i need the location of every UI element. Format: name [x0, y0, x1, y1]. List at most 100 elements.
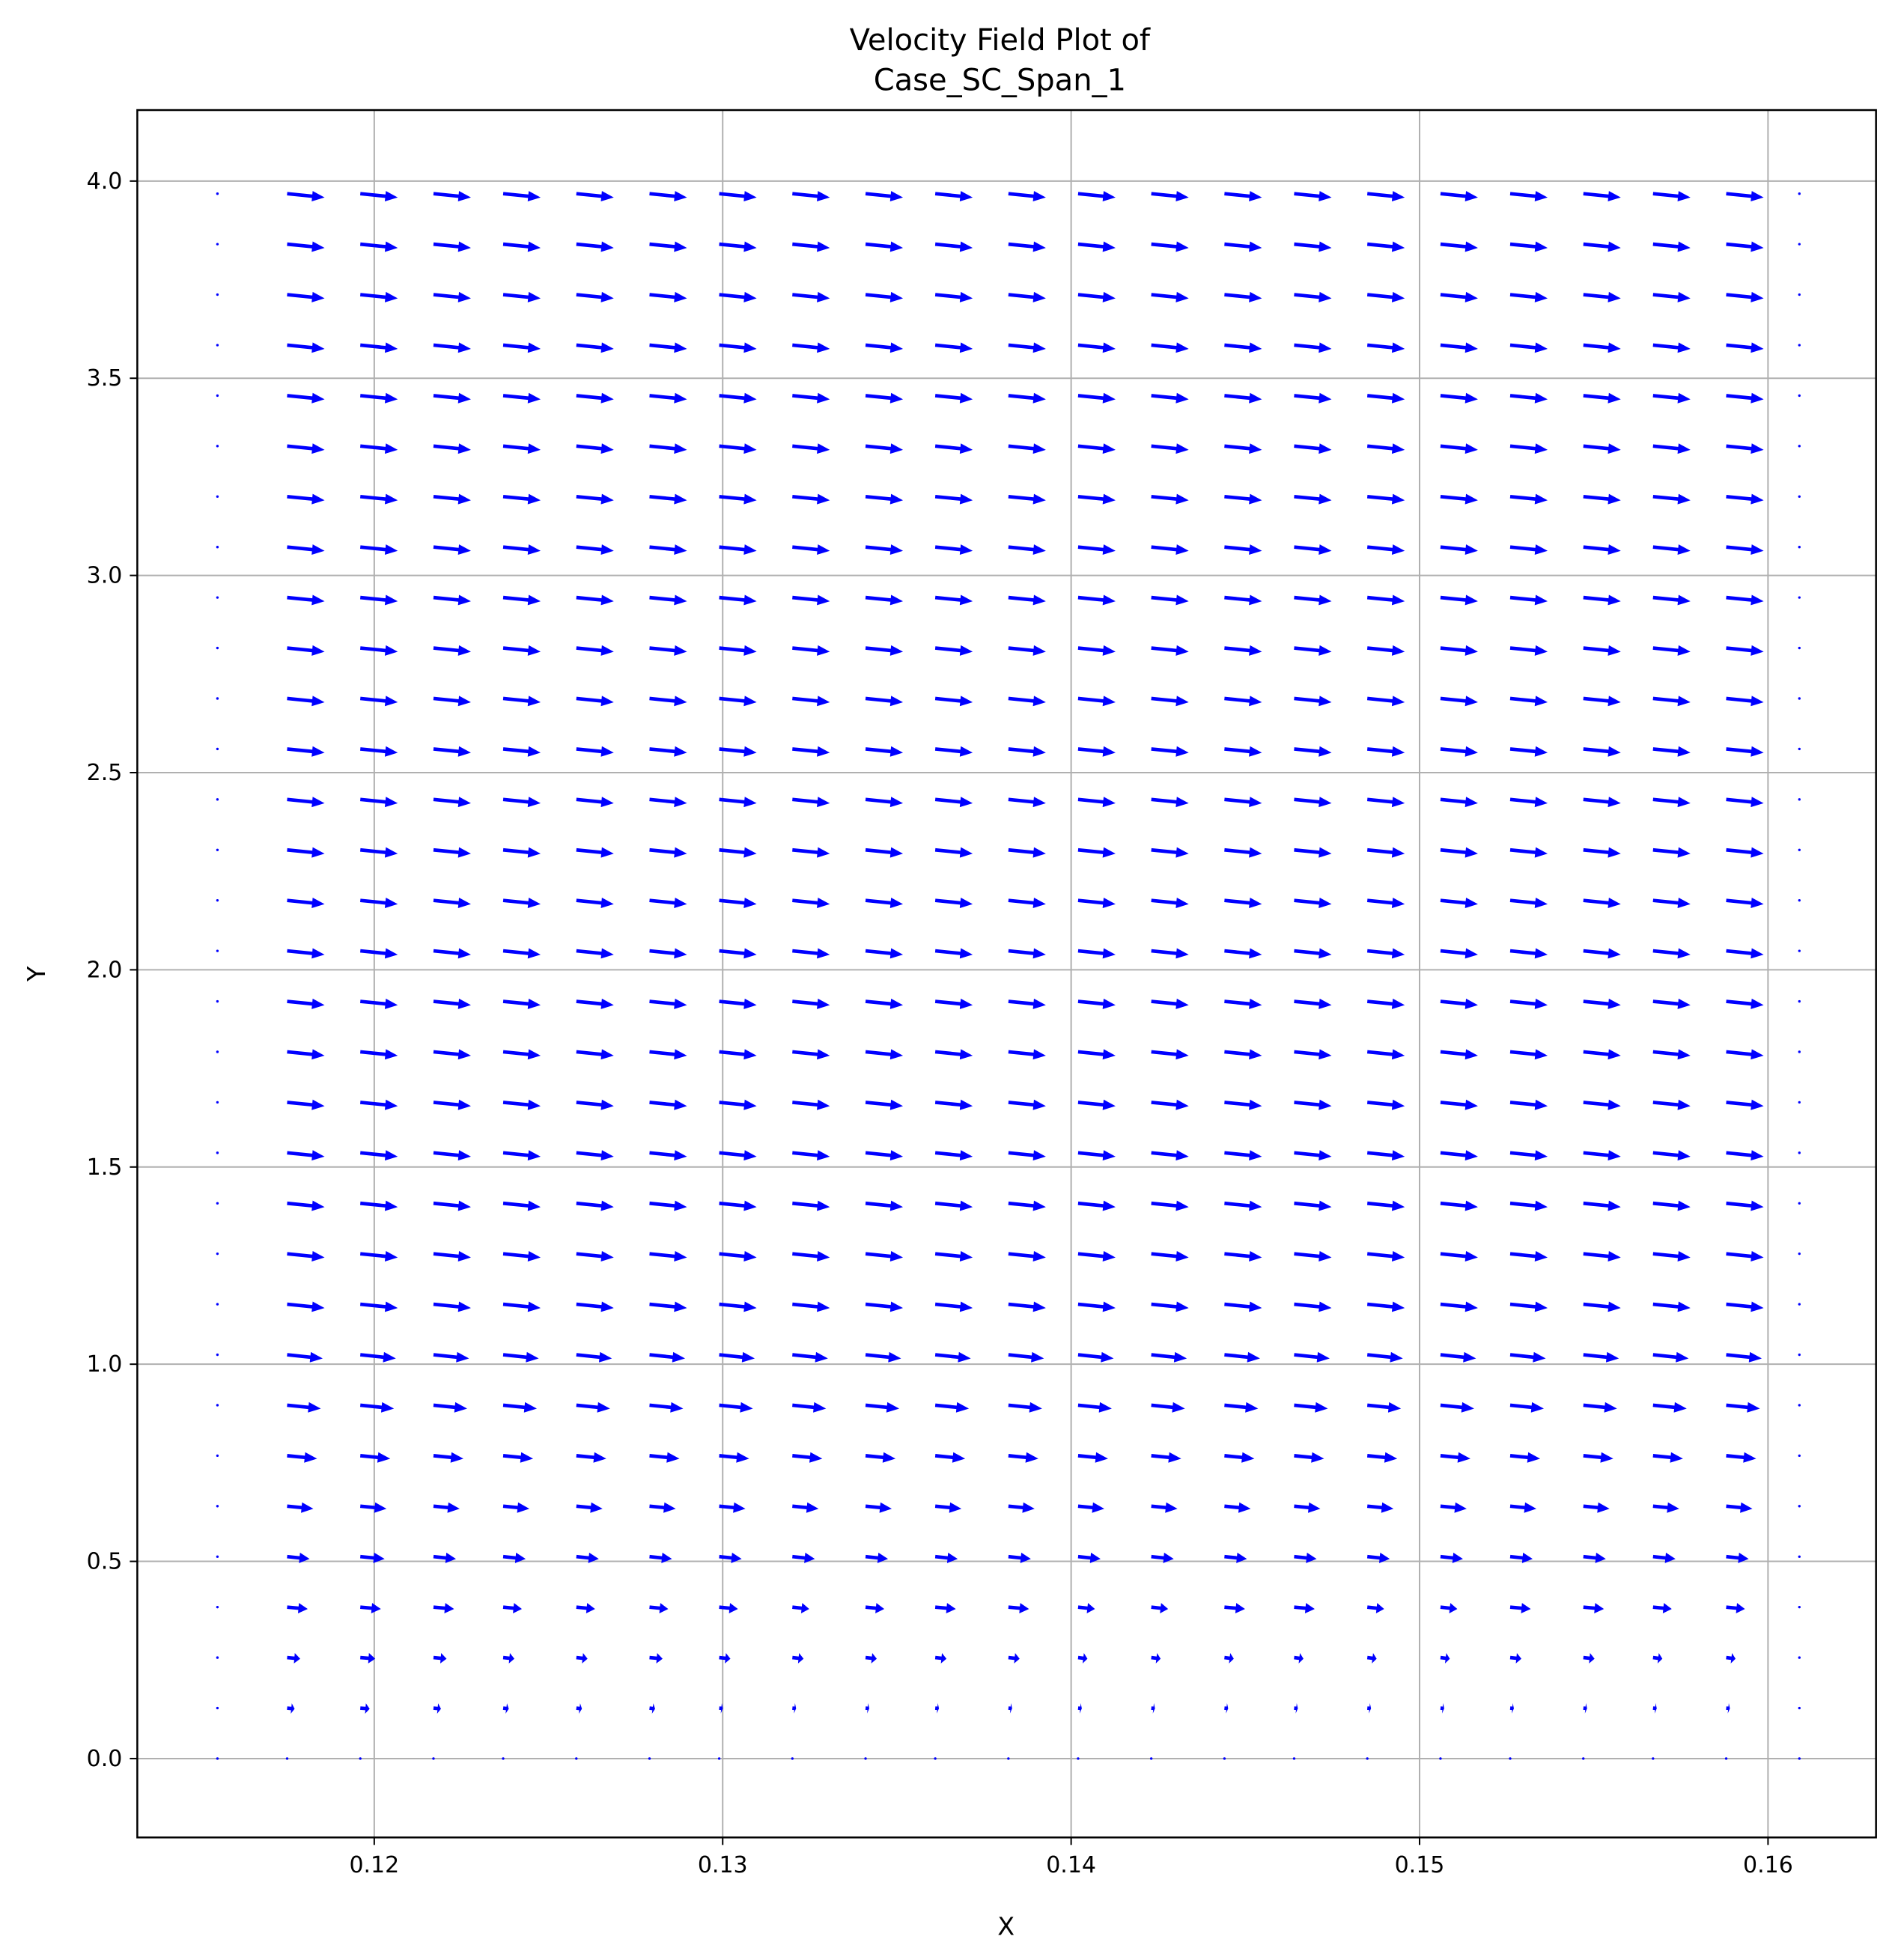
arrow [1077, 696, 1116, 707]
arrow [287, 1301, 325, 1312]
arrow [1077, 191, 1116, 202]
arrow [1798, 293, 1801, 296]
arrow [649, 493, 687, 505]
arrow [360, 1552, 385, 1563]
arrow [1798, 1303, 1801, 1306]
arrow [865, 1301, 904, 1312]
arrow [1509, 1702, 1515, 1714]
arrow [1440, 696, 1478, 707]
arrow [1366, 191, 1405, 202]
arrow [934, 291, 973, 302]
arrow [1151, 1200, 1189, 1211]
arrow [1366, 645, 1405, 656]
arrow [433, 1603, 454, 1614]
arrow [1008, 1150, 1046, 1161]
arrow [1798, 445, 1801, 448]
arrow [649, 1351, 686, 1363]
arrow [1583, 1301, 1621, 1312]
arrow [1509, 1251, 1548, 1261]
arrow [360, 1652, 376, 1664]
arrow [1583, 847, 1621, 858]
arrow [719, 797, 757, 808]
arrow [433, 1251, 471, 1261]
arrow [792, 594, 830, 606]
arrow [359, 443, 398, 454]
arrow [719, 392, 757, 404]
arrow [1509, 1502, 1537, 1513]
arrow [576, 191, 614, 202]
arrow [719, 1603, 738, 1614]
arrow [1224, 443, 1262, 454]
arrow [1151, 1652, 1161, 1664]
arrow [1798, 1505, 1801, 1508]
arrow [576, 1502, 603, 1513]
arrow [1366, 797, 1405, 808]
arrow [576, 998, 614, 1009]
arrow [934, 847, 973, 858]
arrow [216, 747, 219, 751]
arrow [576, 696, 614, 707]
arrow [1151, 191, 1189, 202]
arrow [934, 645, 973, 656]
y-tick-label: 3.5 [87, 365, 123, 392]
arrow [216, 999, 219, 1003]
arrow [1652, 1351, 1689, 1363]
arrow [1509, 1099, 1548, 1110]
arrow [934, 1200, 973, 1211]
arrow [1366, 998, 1405, 1009]
arrow [1583, 1099, 1621, 1110]
arrow [1440, 1652, 1450, 1664]
arrow [359, 746, 398, 757]
arrow [576, 392, 614, 404]
arrow [433, 1200, 471, 1211]
arrow [216, 848, 219, 851]
arrow [1652, 291, 1691, 302]
arrow [1583, 696, 1621, 707]
arrow [1509, 493, 1548, 505]
arrow [934, 1401, 970, 1413]
arrow [1077, 493, 1116, 505]
arrow [1077, 1401, 1112, 1413]
arrow [934, 1757, 937, 1760]
arrow [1294, 392, 1332, 404]
arrow [576, 797, 614, 808]
arrow [649, 1703, 656, 1714]
arrow [1509, 1552, 1533, 1563]
arrow [1440, 998, 1478, 1009]
arrow [1509, 1401, 1545, 1413]
y-tick-label: 3.0 [87, 563, 123, 589]
arrow [433, 797, 471, 808]
arrow [216, 1050, 219, 1053]
arrow [433, 948, 471, 959]
arrow [1509, 847, 1548, 858]
arrow [865, 493, 904, 505]
arrow [1294, 1251, 1332, 1261]
arrow [1151, 1351, 1187, 1363]
arrow [433, 241, 471, 252]
arrow [1726, 645, 1764, 656]
arrow [287, 392, 325, 404]
arrow [934, 443, 973, 454]
arrow [865, 1603, 885, 1614]
arrow [1726, 847, 1764, 858]
arrow [1224, 544, 1262, 556]
arrow [719, 1150, 757, 1161]
arrow [1077, 1603, 1095, 1613]
arrow [1583, 241, 1621, 252]
arrow [1726, 443, 1764, 454]
arrow [1008, 797, 1046, 808]
arrow [433, 342, 471, 353]
arrow [502, 594, 541, 606]
arrow [1440, 645, 1478, 656]
arrow [1077, 797, 1116, 808]
arrow [649, 1099, 687, 1110]
arrow [1583, 998, 1621, 1009]
arrow [576, 1552, 599, 1563]
arrow [1077, 1251, 1116, 1261]
arrow [1294, 191, 1332, 202]
arrow [1008, 1552, 1031, 1563]
arrow [1509, 1049, 1548, 1060]
arrow [1008, 1200, 1046, 1211]
arrow [1366, 1301, 1405, 1312]
arrow [502, 493, 541, 505]
